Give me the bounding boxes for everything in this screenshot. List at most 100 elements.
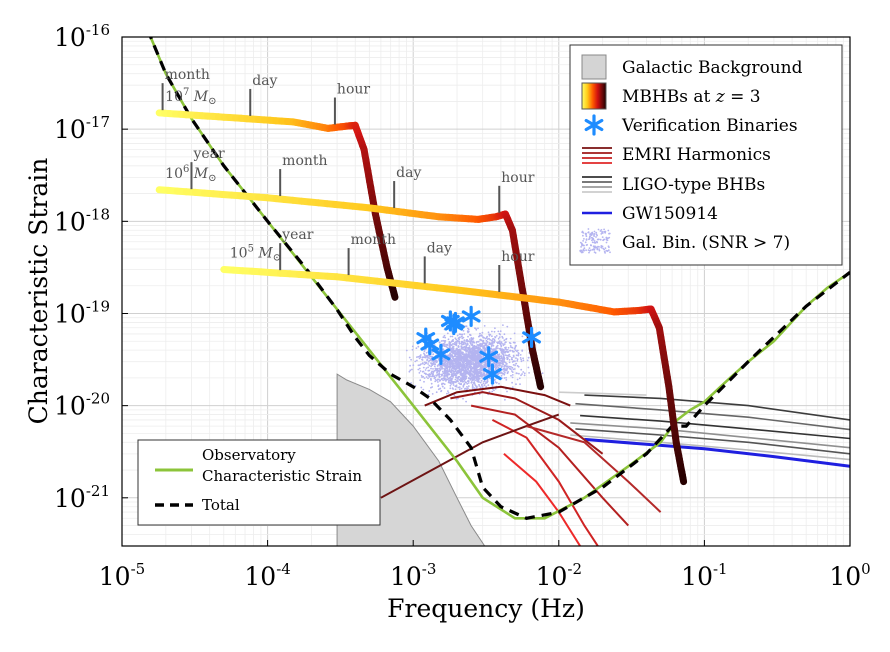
galactic-binary-point [433, 377, 436, 379]
galactic-binary-point [439, 364, 442, 367]
galactic-binary-point [442, 360, 445, 362]
legend-verification-star-icon [584, 114, 604, 136]
galactic-binary-point [475, 368, 478, 371]
galactic-binary-point [452, 343, 454, 345]
galactic-binary-point [475, 357, 478, 360]
legend-galbin-label: Gal. Bin. (SNR > 7) [622, 233, 790, 253]
galactic-binary-point [488, 390, 491, 393]
legend-galbin-point [608, 246, 610, 249]
legend-galbin-point [604, 252, 606, 254]
galactic-binary-point [503, 377, 506, 379]
galactic-binary-point [504, 354, 507, 356]
galactic-binary-point [461, 365, 464, 368]
galactic-binary-point [429, 373, 431, 376]
galactic-binary-point [477, 378, 480, 381]
legend-galbin-point [602, 247, 605, 250]
emri-harmonic-line [450, 391, 604, 455]
galactic-binary-point [485, 344, 488, 347]
galactic-binary-point [434, 380, 437, 383]
galactic-binary-point [477, 357, 480, 360]
legend-galbin-point [580, 246, 582, 248]
galactic-binary-point [421, 359, 424, 361]
mass-label-unit: M [189, 89, 208, 105]
galactic-binary-point [491, 335, 493, 338]
galactic-binary-point [476, 346, 479, 349]
galactic-binary-point [441, 370, 444, 373]
galactic-binary-point [473, 387, 476, 390]
ligo-bhb-line [575, 402, 850, 431]
galactic-binary-point [444, 336, 447, 339]
verification-binary-star [446, 311, 465, 334]
galactic-binary-point [476, 375, 479, 377]
galactic-binary-point [414, 360, 417, 363]
galactic-binary-point [468, 345, 471, 347]
galactic-binary-point [467, 372, 469, 375]
galactic-binary-point [461, 373, 464, 375]
galactic-binary-point [460, 353, 463, 355]
galactic-binary-point [498, 372, 500, 375]
galactic-binary-point [452, 372, 455, 375]
galactic-binary-point [434, 360, 437, 363]
galactic-binary-point [480, 386, 482, 389]
galactic-binary-point [478, 385, 481, 387]
galactic-binary-point [471, 346, 474, 349]
galactic-binary-point [513, 350, 515, 353]
galactic-binary-point [436, 371, 439, 373]
legend-galbin-point [585, 249, 587, 252]
galactic-binary-point [438, 378, 440, 381]
galactic-binary-point [456, 360, 458, 362]
x-tick-exp: -3 [422, 560, 437, 578]
galactic-binary-point [505, 369, 508, 372]
galactic-binary-point [456, 334, 459, 337]
galactic-binary-point [434, 378, 437, 381]
galactic-binary-point [433, 362, 435, 364]
galactic-binary-point [445, 370, 448, 373]
legend-galbin-point [595, 240, 598, 243]
legend-mbhb-swatch [581, 82, 607, 110]
time-marker-label: year [192, 146, 225, 162]
galactic-binary-point [449, 384, 452, 387]
galactic-binary-point [474, 327, 476, 329]
galactic-binary-point [467, 368, 469, 371]
galactic-binary-point [480, 344, 483, 347]
legend-galbin-point [600, 246, 603, 249]
galactic-binary-point [480, 375, 483, 378]
galactic-binary-point [463, 339, 466, 342]
galactic-binary-point [465, 344, 468, 347]
galactic-binary-point [439, 387, 442, 390]
galactic-binary-point [473, 360, 476, 362]
galactic-binary-point [432, 373, 434, 375]
galactic-binary-point [512, 368, 515, 371]
galactic-binary-point [431, 386, 434, 388]
galactic-binary-point [504, 346, 506, 349]
galactic-binary-point [459, 365, 462, 368]
galactic-binary-point [465, 400, 467, 403]
y-tick-base: 10 [54, 23, 86, 52]
galactic-binary-point [510, 366, 512, 368]
galactic-binary-point [448, 373, 451, 376]
galactic-binary-point [468, 359, 471, 362]
galactic-binary-point [461, 333, 464, 336]
galactic-binary-point [434, 368, 437, 370]
galactic-binary-point [462, 397, 464, 400]
galactic-binary-point [466, 382, 469, 385]
galactic-binary-point [446, 364, 449, 366]
galactic-binary-point [516, 358, 519, 361]
total-curve [148, 37, 850, 520]
x-tick-label: 10-1 [681, 560, 727, 591]
galactic-binary-point [465, 346, 468, 349]
galactic-binary-point [437, 385, 440, 388]
y-tick-label: 10-21 [54, 482, 110, 513]
galactic-binary-point [417, 355, 420, 358]
galactic-binary-point [493, 341, 495, 344]
galactic-binary-point [476, 349, 479, 351]
galactic-binary-point [430, 365, 432, 368]
galactic-binary-point [475, 341, 478, 343]
galactic-binary-point [502, 324, 504, 326]
galactic-binary-point [489, 377, 491, 380]
galactic-binary-point [470, 362, 473, 365]
y-tick-exp: -17 [86, 113, 110, 131]
galactic-binary-point [507, 354, 509, 357]
legend-galbin-point [591, 237, 594, 240]
